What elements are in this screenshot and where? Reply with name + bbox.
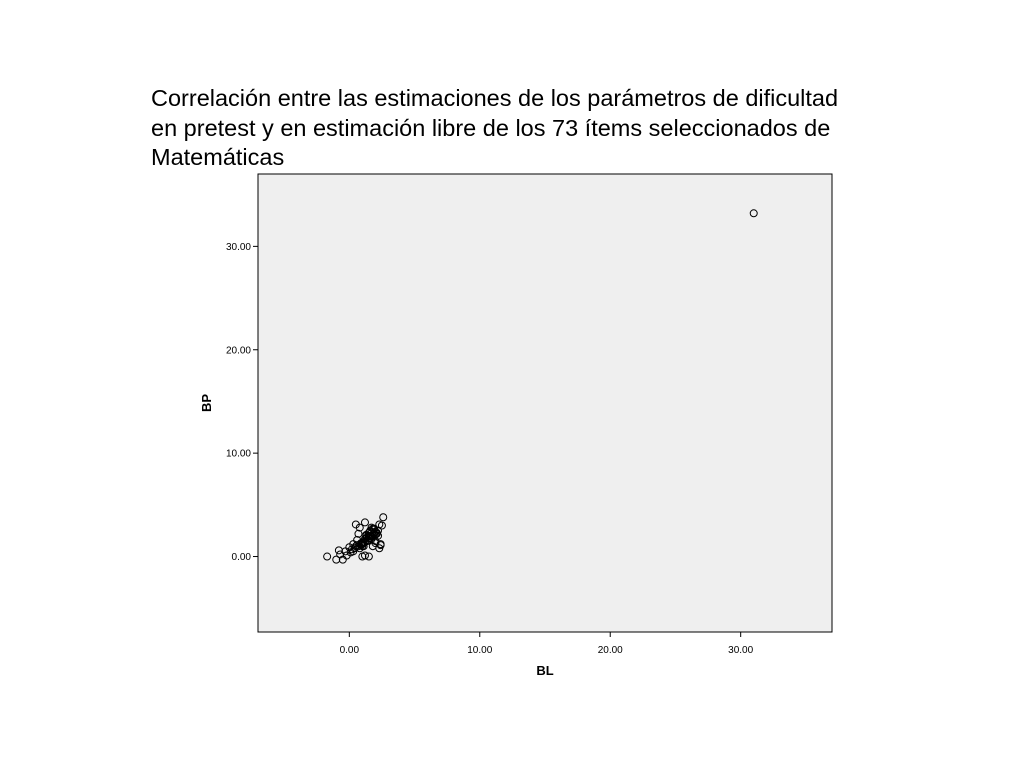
scatter-point — [364, 531, 373, 540]
scatter-point — [334, 546, 343, 555]
y-tick-label: 10.00 — [226, 449, 251, 460]
chart-title-line-2: en pretest y en estimación libre de los … — [151, 114, 831, 141]
scatter-point — [360, 551, 369, 560]
x-tick-label: 10.00 — [467, 645, 492, 656]
scatter-point — [342, 551, 351, 560]
scatter-point — [749, 209, 758, 218]
x-axis: 0.00 10.00 20.00 30.00 — [340, 632, 754, 656]
chart-title: Correlación entre las estimaciones de lo… — [151, 84, 951, 173]
scatter-point — [376, 540, 385, 549]
scatter-point — [359, 539, 368, 548]
scatter-point — [360, 538, 369, 547]
chart-title-line-1: Correlación entre las estimaciones de lo… — [151, 85, 839, 111]
y-tick-label: 0.00 — [232, 552, 252, 563]
scatter-point — [349, 547, 358, 556]
scatter-point — [360, 518, 369, 527]
scatter-point — [366, 533, 375, 542]
x-tick-label: 0.00 — [340, 645, 360, 656]
y-axis: 0.00 10.00 20.00 30.00 — [226, 242, 258, 563]
scatter-point — [364, 552, 373, 561]
scatter-point — [358, 540, 367, 549]
y-axis-label: BP — [199, 394, 214, 412]
x-tick-label: 20.00 — [598, 645, 623, 656]
scatter-point — [355, 523, 364, 532]
data-points — [323, 209, 758, 564]
scatter-point — [323, 552, 332, 561]
scatter-point — [375, 544, 384, 553]
scatter-point — [377, 521, 386, 530]
y-tick-label: 20.00 — [226, 345, 251, 356]
y-tick-label: 30.00 — [226, 242, 251, 253]
chart-title-line-3: Matemáticas — [151, 144, 285, 170]
scatter-point — [379, 513, 388, 522]
scatter-point — [354, 529, 363, 538]
plot-area — [257, 173, 833, 633]
x-axis-label: BL — [536, 663, 553, 678]
x-tick-label: 30.00 — [728, 645, 753, 656]
